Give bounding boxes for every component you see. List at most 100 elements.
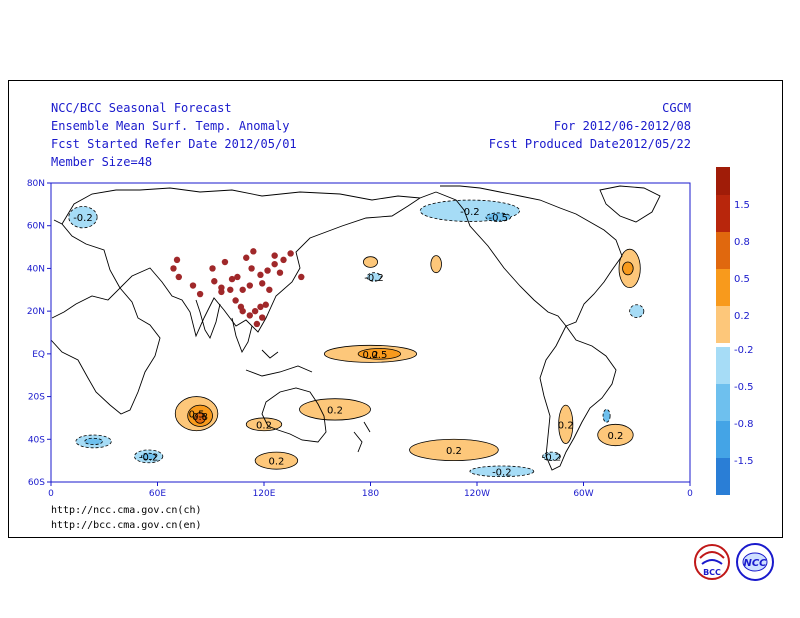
colorbar-label: -0.5 <box>734 382 754 393</box>
station-marker <box>228 275 236 283</box>
anomaly-region <box>485 212 512 222</box>
lon-tick-label: 120E <box>253 489 276 499</box>
station-marker <box>259 314 266 321</box>
station-marker <box>257 271 264 279</box>
station-marker <box>262 301 269 308</box>
contour-label: -0.2 <box>139 452 159 463</box>
station-marker <box>264 267 271 274</box>
colorbar-swatch <box>716 306 730 343</box>
anomaly-region <box>597 423 634 447</box>
contour-label: 0.5 <box>189 410 205 421</box>
lon-tick-label: 0 <box>48 489 54 499</box>
url-en: http://bcc.cma.gov.cn(en) <box>51 520 202 531</box>
coastline-indochina <box>231 317 253 354</box>
header-line-2: Ensemble Mean Surf. Temp. Anomaly <box>51 119 290 133</box>
colorbar-label: -0.2 <box>734 345 754 356</box>
colorbar-swatch <box>716 167 730 195</box>
colorbar-swatch <box>716 347 730 384</box>
station-marker <box>276 269 284 276</box>
colorbar-swatch <box>716 195 730 232</box>
coastline-australia <box>261 387 327 443</box>
colorbar-label: 0.5 <box>734 274 750 285</box>
station-marker <box>250 248 257 255</box>
coastline-europe-north <box>61 187 421 225</box>
station-marker <box>253 320 261 328</box>
contour-label: -0.2 <box>542 452 562 463</box>
station-marker <box>287 250 294 257</box>
lon-tick-label: 60W <box>573 489 593 499</box>
station-marker <box>251 307 259 315</box>
station-marker <box>239 286 246 293</box>
contour-label: -0.2 <box>460 207 480 218</box>
station-marker <box>271 252 278 259</box>
lat-tick-label: 20N <box>27 307 45 317</box>
station-marker <box>234 273 241 281</box>
url-ch: http://ncc.cma.gov.cn(ch) <box>51 505 202 516</box>
station-marker <box>227 286 234 293</box>
coastline-layer <box>51 185 661 471</box>
station-marker <box>218 288 225 296</box>
station-marker <box>280 256 287 264</box>
colorbar-label: -1.5 <box>734 456 754 467</box>
station-marker <box>173 256 181 264</box>
contour-label-layer: 0.20.50.50.80.20.20.20.20.2 0.2-0.2-0.2-0… <box>73 207 623 479</box>
contour-label: 0.5 <box>371 350 387 361</box>
anomaly-region <box>366 272 382 282</box>
bcc-logo: BCC <box>694 544 730 580</box>
station-marker <box>246 312 253 319</box>
station-marker <box>271 260 278 268</box>
coastline-indonesia <box>245 349 313 377</box>
station-marker <box>211 278 218 285</box>
anomaly-region <box>357 348 402 360</box>
contour-label: 0.2 <box>327 405 343 416</box>
station-marker <box>239 307 246 315</box>
contour-label: -0.2 <box>73 213 93 224</box>
station-marker <box>248 265 255 272</box>
station-marker <box>266 286 273 293</box>
contour-label: -0.2 <box>492 467 512 478</box>
coastline-north-america <box>435 185 623 327</box>
colorbar-label: -0.8 <box>734 419 754 430</box>
contour-label: 0.2 <box>607 431 623 442</box>
ncc-logo: NCC <box>736 543 774 581</box>
model-name: CGCM <box>662 101 691 115</box>
station-marker <box>298 273 305 281</box>
station-layer <box>170 248 305 328</box>
anomaly-region <box>558 404 574 444</box>
colorbar-swatch <box>716 269 730 306</box>
station-marker <box>189 282 197 289</box>
station-marker <box>257 303 264 311</box>
anomaly-region <box>84 437 103 446</box>
lat-tick-label: 40N <box>27 264 45 274</box>
coastline-south-america <box>539 325 617 471</box>
anomaly-region <box>299 398 371 421</box>
station-marker <box>246 282 253 289</box>
header-line-4: Member Size=48 <box>51 155 153 169</box>
colorbar: 1.5 0.8 0.5 0.2 -0.2 -0.5 -0.8 -1.5 <box>716 167 754 495</box>
contour-label: 0.2 <box>268 457 284 468</box>
lon-tick-label: 180 <box>362 489 379 499</box>
colorbar-label: 0.2 <box>734 311 750 322</box>
contour-label: 0.2 <box>446 446 462 457</box>
contour-label: 0.2 <box>558 420 574 431</box>
station-marker <box>170 265 177 272</box>
forecast-period: For 2012/06-2012/08 <box>553 119 691 133</box>
lat-tick-label: 20S <box>28 393 45 403</box>
lat-tick-label: 60N <box>27 222 45 232</box>
coastline-newzealand <box>353 421 371 453</box>
lat-tick-label: 40S <box>28 435 45 445</box>
colorbar-swatch <box>716 458 730 494</box>
station-marker <box>196 290 204 298</box>
station-marker <box>243 254 250 261</box>
coastline-greenland <box>599 185 661 223</box>
station-marker <box>221 258 229 266</box>
contour-label: 0.8 <box>192 412 208 423</box>
lon-tick-label: 120W <box>464 489 490 499</box>
coastline-india <box>195 299 221 340</box>
lat-tick-label: 80N <box>27 179 45 189</box>
svg-text:NCC: NCC <box>743 558 767 569</box>
colorbar-swatch <box>716 384 730 421</box>
svg-text:BCC: BCC <box>703 568 721 577</box>
colorbar-swatch <box>716 421 730 458</box>
